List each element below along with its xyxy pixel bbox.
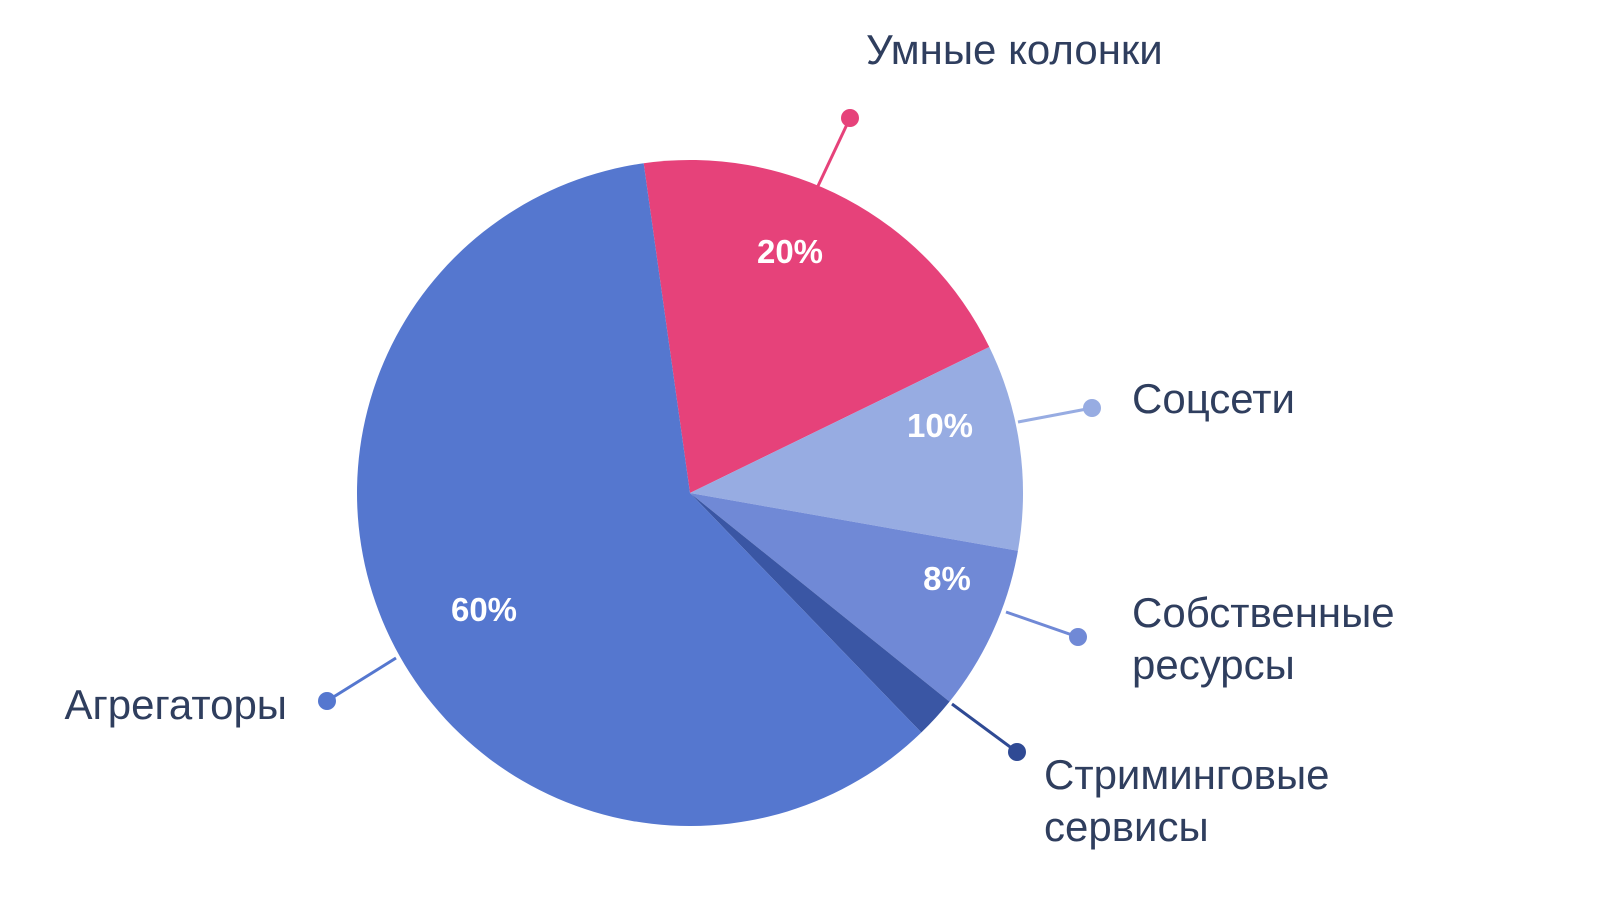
slice-label-line: Умные колонки [866, 26, 1163, 73]
leader-line-1 [1017, 406, 1093, 424]
slice-value-label-2: 8% [923, 560, 971, 597]
slice-label-2: Собственные ресурсы [1132, 589, 1395, 688]
pie-slice-2 [690, 493, 1018, 702]
pie-slice-0 [643, 159, 990, 493]
labels-layer: Умные колонки 20% Соцсети 10% Собственные рес… [64, 26, 1394, 850]
leader-dot-1 [1083, 399, 1101, 417]
leader-dot-2 [1069, 628, 1087, 646]
slice-label-line: Соцсети [1132, 375, 1295, 422]
slice-value-label-0: 20% [757, 233, 823, 270]
slice-label-0: Умные колонки [866, 26, 1163, 73]
leaders-layer [318, 109, 1101, 761]
leader-line-0 [816, 117, 852, 187]
pie-slice-4 [356, 163, 922, 827]
slice-value-label-1: 10% [907, 407, 973, 444]
slice-label-1: Соцсети [1132, 375, 1295, 422]
slice-label-4: Агрегаторы [64, 681, 287, 728]
slice-label-line: Стриминговые [1044, 751, 1330, 798]
slice-label-line: Агрегаторы [64, 681, 287, 728]
leader-dot-4 [318, 692, 336, 710]
leader-dot-3 [1008, 743, 1026, 761]
slice-label-line: ресурсы [1132, 641, 1295, 688]
pie-slice-3 [690, 493, 950, 733]
slice-label-3: Стриминговые сервисы [1044, 751, 1330, 850]
leader-line-3 [951, 702, 1018, 754]
slice-value-label-4: 60% [451, 591, 517, 628]
slices-layer [356, 159, 1023, 827]
pie-slice-1 [690, 347, 1023, 551]
leader-line-4 [326, 656, 397, 703]
slice-label-line: сервисы [1044, 803, 1209, 850]
slice-label-line: Собственные [1132, 589, 1395, 636]
leader-dot-0 [841, 109, 859, 127]
leader-line-2 [1005, 610, 1079, 639]
